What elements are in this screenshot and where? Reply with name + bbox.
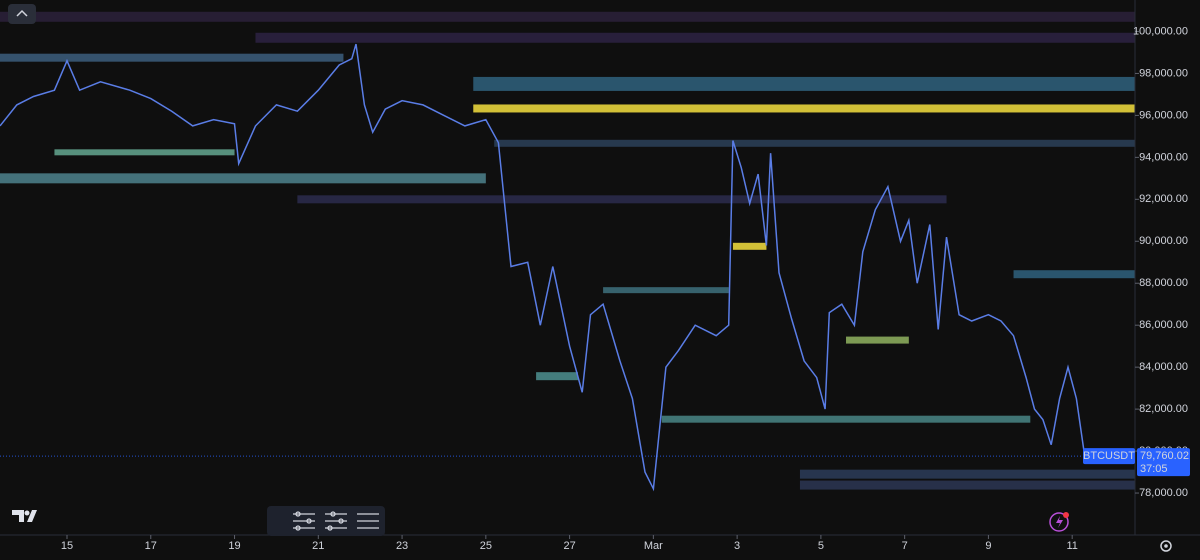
liquidity-band [297, 195, 947, 204]
liquidity-band [54, 149, 235, 156]
liquidity-band [1013, 270, 1135, 279]
alert-icon[interactable] [1049, 512, 1069, 532]
liquidity-band [0, 11, 1135, 22]
liquidity-band [536, 372, 578, 381]
liquidity-band [661, 415, 1031, 423]
y-tick-label: 92,000.00 [1139, 193, 1188, 205]
liquidity-band [799, 469, 1135, 479]
x-tick-label: 15 [61, 540, 73, 552]
price-line [0, 43, 1086, 492]
liquidity-band [0, 173, 486, 184]
y-tick-label: 86,000.00 [1139, 319, 1188, 331]
collapse-button[interactable] [8, 4, 36, 24]
liquidity-band [846, 336, 909, 344]
countdown: 37:05 [1140, 463, 1168, 475]
liquidity-band [0, 53, 344, 62]
liquidity-band [603, 287, 729, 294]
x-tick-label: 23 [396, 540, 408, 552]
y-tick-label: 94,000.00 [1139, 151, 1188, 163]
drawing-toolbar[interactable] [267, 506, 385, 536]
y-tick-label: 84,000.00 [1139, 361, 1188, 373]
x-tick-label: 21 [312, 540, 324, 552]
y-tick-label: 96,000.00 [1139, 109, 1188, 121]
liquidity-band [732, 242, 767, 250]
x-tick-label: 25 [480, 540, 492, 552]
symbol-label: BTCUSDT [1083, 450, 1135, 462]
symbol-badge [1083, 448, 1135, 465]
x-tick-label: 5 [818, 540, 824, 552]
x-tick-label: 17 [145, 540, 157, 552]
x-tick-label: 11 [1066, 540, 1077, 552]
liquidity-band [473, 76, 1135, 91]
x-tick-label: Mar [644, 540, 663, 552]
x-tick-label: 3 [734, 540, 740, 552]
x-tick-label: 7 [902, 540, 908, 552]
plot-area [0, 11, 1135, 492]
y-tick-label: 82,000.00 [1139, 403, 1188, 415]
liquidity-band [494, 139, 1135, 147]
settings-icon[interactable] [1160, 540, 1172, 552]
liquidity-band [255, 32, 1135, 43]
liquidity-band [799, 480, 1135, 490]
x-tick-label: 27 [563, 540, 575, 552]
y-tick-label: 98,000.00 [1139, 67, 1188, 79]
liquidity-band [473, 104, 1135, 113]
last-price-label: 79,760.02 [1140, 450, 1189, 462]
y-tick-label: 88,000.00 [1139, 277, 1188, 289]
x-tick-label: 19 [228, 540, 240, 552]
x-tick-label: 9 [985, 540, 991, 552]
y-tick-label: 90,000.00 [1139, 235, 1188, 247]
tradingview-logo[interactable] [12, 510, 37, 522]
y-tick-label: 100,000.00 [1133, 25, 1188, 37]
y-tick-label: 78,000.00 [1139, 487, 1188, 499]
price-badge [1137, 448, 1190, 477]
